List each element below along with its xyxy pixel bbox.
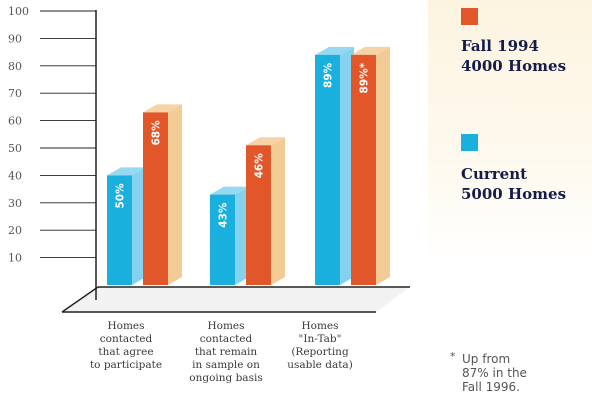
bar-label-0-1: 43% [218, 202, 230, 228]
bar-label-1-1: 46% [254, 153, 266, 179]
y-tick-label-60: 60 [8, 115, 22, 128]
bar-label-0-2: 89% [323, 62, 335, 88]
legend-panel: Fall 1994 4000 Homes Current 5000 Homes [428, 0, 592, 262]
category-label-remain: Homes contacted that remain in sample on… [189, 320, 263, 384]
legend-swatch-fall-1994 [461, 8, 478, 25]
y-tick-label-100: 100 [8, 5, 29, 18]
legend-label-fall-1994-line1: Fall 1994 [461, 37, 539, 55]
bar-top-1-0 [143, 104, 182, 113]
floor-left-edge [61, 286, 99, 313]
y-tick-label-90: 90 [8, 32, 22, 45]
bar-1-1 [246, 145, 271, 285]
bar-side-0-0 [132, 167, 146, 285]
legend-label-current-line1: Current [461, 165, 528, 183]
bar-side-1-0 [168, 104, 182, 285]
bar-0-1 [210, 194, 235, 285]
bar-0-2 [315, 54, 340, 286]
legend-label-current-line2: 5000 Homes [461, 185, 567, 203]
chart-floor [62, 287, 410, 312]
bar-side-0-2 [340, 46, 354, 286]
y-tick-label-10: 10 [8, 252, 22, 265]
bar-top-0-1 [210, 186, 249, 195]
y-tick-label-40: 40 [8, 169, 22, 182]
y-tick-label-30: 30 [8, 197, 22, 210]
bar-1-0 [143, 112, 168, 285]
bar-label-1-0: 68% [151, 120, 163, 146]
bar-side-1-2 [376, 46, 390, 286]
category-label-agree: Homes contacted that agree to participat… [89, 320, 163, 371]
bar-0-0 [107, 175, 132, 285]
y-tick-label-20: 20 [8, 224, 22, 237]
bar-label-0-0: 50% [115, 183, 127, 209]
footnote-star: * [450, 350, 456, 363]
bar-top-1-2 [351, 46, 390, 55]
bar-1-2 [351, 54, 376, 286]
bar-top-0-0 [107, 167, 146, 176]
legend-swatch-current [461, 134, 478, 151]
y-tick-label-70: 70 [8, 87, 22, 100]
y-tick-label-80: 80 [8, 60, 22, 73]
footnote-text: Up from 87% in the Fall 1996. [462, 352, 527, 394]
category-label-in-tab: Homes "In-Tab" (Reporting usable data) [287, 320, 353, 371]
legend-label-fall-1994-line2: 4000 Homes [461, 57, 567, 75]
bar-top-1-1 [246, 137, 285, 146]
bar-label-1-2: 89%* [359, 62, 371, 93]
y-tick-label-50: 50 [8, 142, 22, 155]
bar-side-1-1 [271, 137, 285, 285]
bar-side-0-1 [235, 186, 249, 285]
bar-top-0-2 [315, 46, 354, 55]
